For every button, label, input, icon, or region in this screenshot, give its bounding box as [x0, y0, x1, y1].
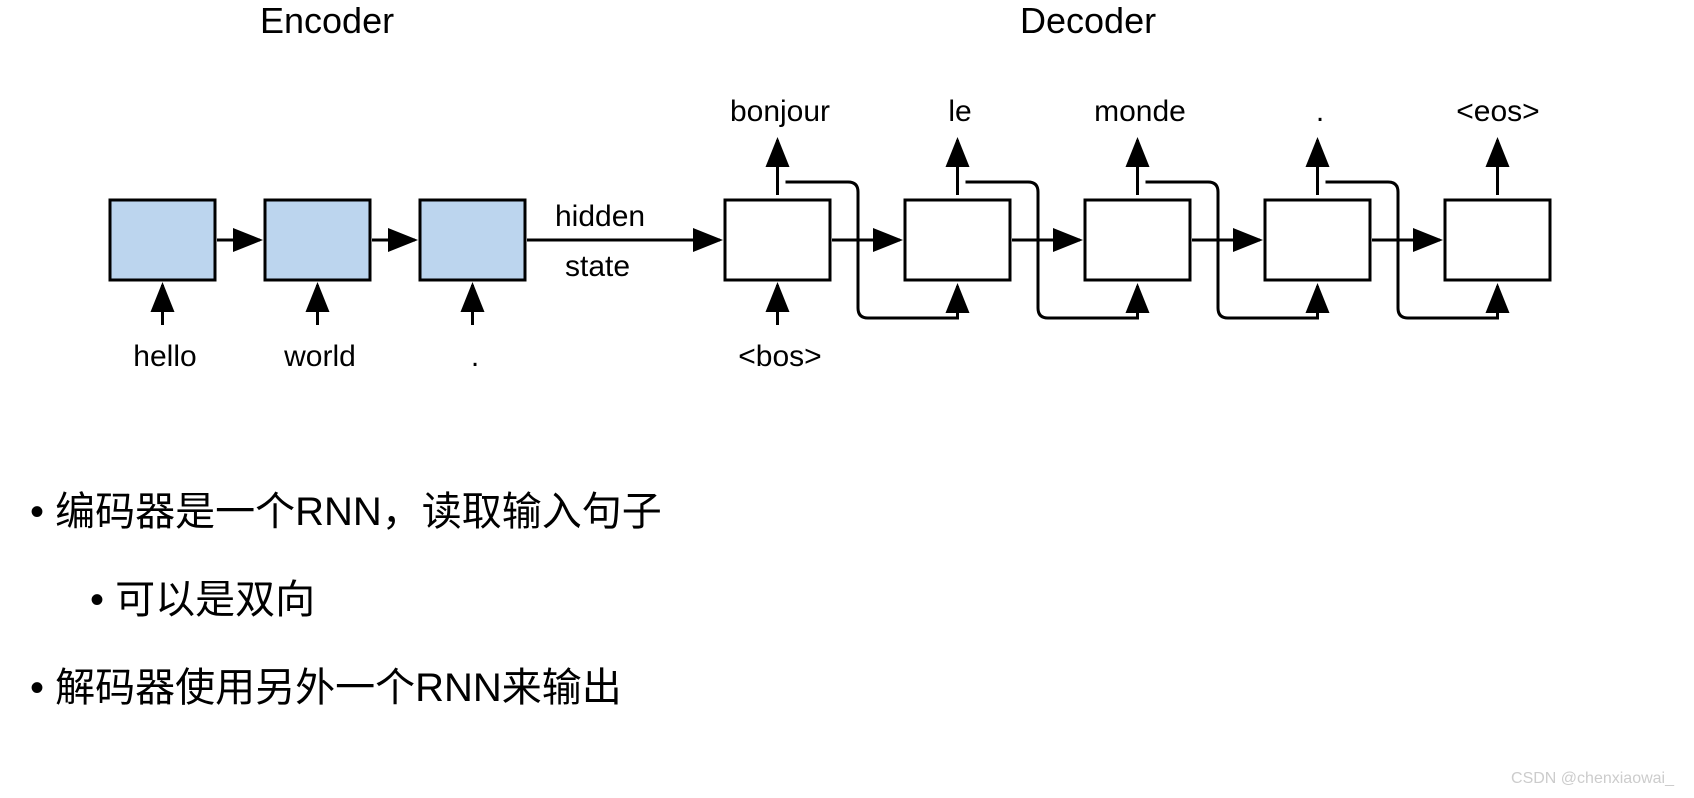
bullet-2: • 可以是双向 — [90, 568, 662, 632]
bullet-1: • 编码器是一个RNN，读取输入句子 — [30, 480, 662, 544]
encoder-input-0: hello — [130, 340, 200, 374]
decoder-input-bos: <bos> — [730, 340, 830, 374]
decoder-output-3: . — [1310, 95, 1330, 129]
description-list: • 编码器是一个RNN，读取输入句子 • 可以是双向 • 解码器使用另外一个RN… — [30, 480, 662, 744]
seq2seq-diagram — [0, 0, 1694, 460]
bullet-3: • 解码器使用另外一个RNN来输出 — [30, 656, 662, 720]
encoder-input-1: world — [280, 340, 360, 374]
bullet-3-text: 解码器使用另外一个RNN来输出 — [55, 666, 622, 710]
decoder-output-0: bonjour — [720, 95, 840, 129]
bullet-1-text: 编码器是一个RNN，读取输入句子 — [55, 490, 662, 534]
decoder-output-2: monde — [1085, 95, 1195, 129]
bullet-2-text: 可以是双向 — [115, 578, 315, 622]
decoder-output-4: <eos> — [1448, 95, 1548, 129]
encoder-input-2: . — [465, 340, 485, 374]
decoder-output-1: le — [940, 95, 980, 129]
watermark: CSDN @chenxiaowai_ — [1511, 770, 1674, 788]
